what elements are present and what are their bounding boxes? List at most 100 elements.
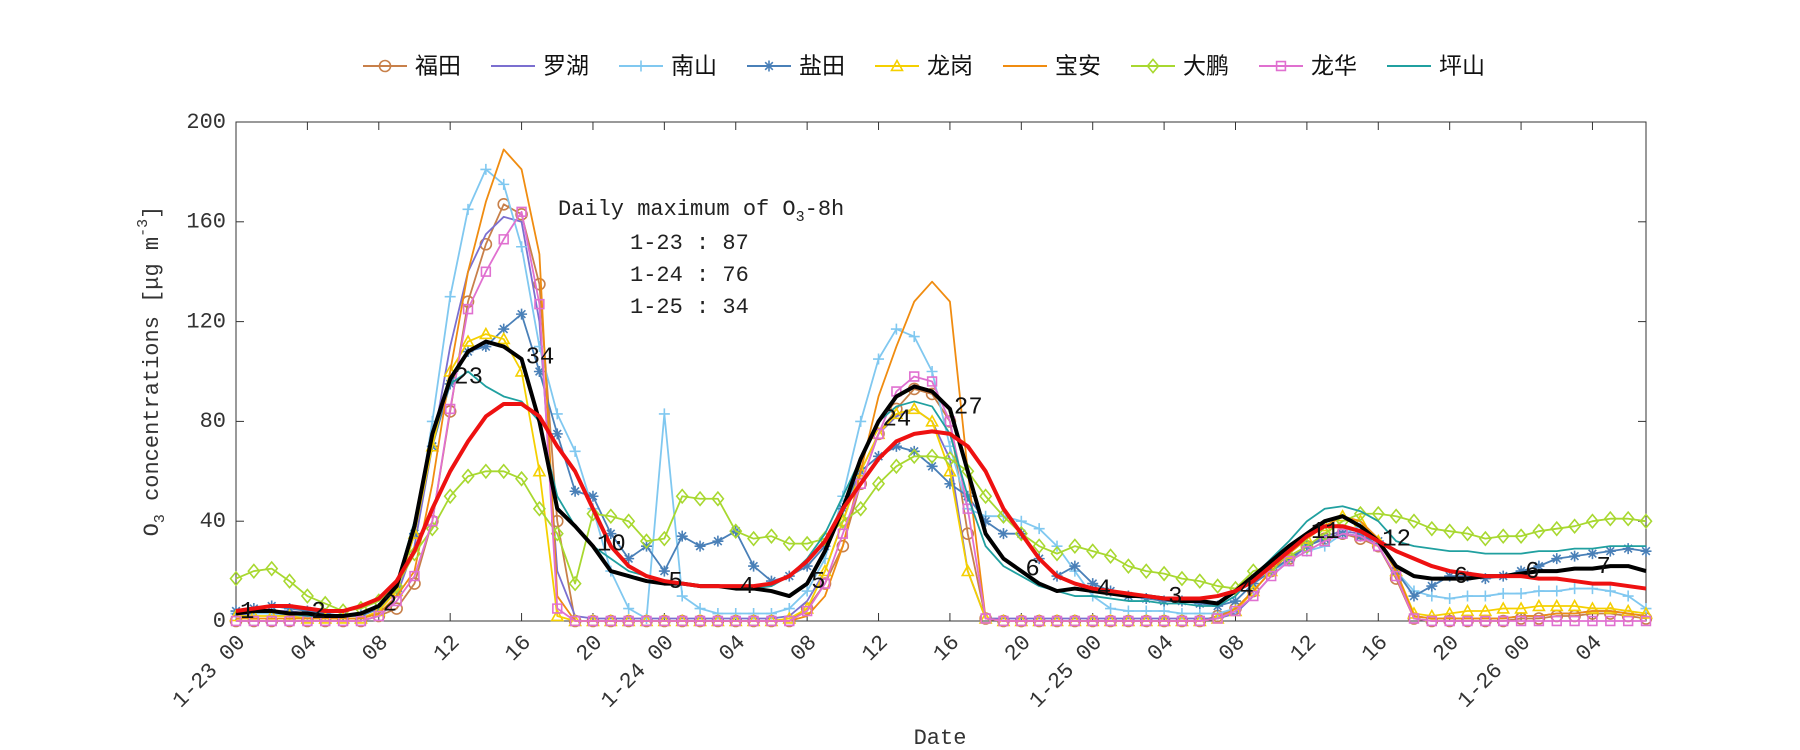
x-tick-label: 04	[714, 630, 750, 666]
data-point	[1551, 585, 1563, 597]
point-label: 4	[740, 574, 754, 601]
data-point	[784, 615, 795, 627]
data-point	[443, 405, 457, 418]
data-point	[462, 203, 474, 215]
data-point	[1157, 565, 1171, 582]
data-point	[515, 470, 529, 487]
data-point	[284, 603, 296, 615]
legend-marker	[890, 58, 904, 72]
data-point	[1621, 603, 1636, 617]
data-point	[1479, 573, 1491, 585]
data-point	[1353, 505, 1367, 522]
data-point	[300, 588, 314, 604]
data-point	[532, 464, 547, 477]
data-point	[926, 460, 938, 472]
x-tick-label: 08	[1214, 630, 1250, 666]
x-tick-label: 20	[572, 630, 608, 666]
data-point	[1123, 615, 1134, 627]
data-point	[1498, 615, 1509, 627]
data-point	[480, 341, 492, 353]
legend-label: 坪山	[1439, 54, 1485, 80]
data-point	[265, 560, 279, 577]
data-point	[658, 408, 670, 420]
data-point	[479, 463, 493, 480]
point-label: 34	[526, 344, 555, 371]
series-line	[236, 148, 1647, 622]
data-point	[639, 533, 654, 550]
data-point	[712, 535, 724, 547]
data-point	[533, 366, 545, 377]
data-point	[1515, 565, 1527, 577]
data-point	[551, 428, 563, 440]
data-point	[1639, 606, 1653, 619]
data-point	[1229, 595, 1241, 607]
point-label: 2	[383, 591, 397, 618]
data-point	[1121, 558, 1135, 574]
data-point	[659, 615, 670, 627]
data-point	[835, 514, 850, 527]
data-point	[1158, 615, 1170, 627]
point-label: 5	[668, 569, 682, 596]
point-label: 6	[1025, 556, 1039, 583]
data-point	[748, 560, 760, 572]
data-point	[587, 490, 599, 502]
data-point	[1479, 590, 1491, 602]
legend-marker	[763, 60, 775, 72]
x-tick-label: 20	[1428, 630, 1464, 666]
data-point	[641, 615, 652, 627]
data-point	[1480, 615, 1491, 627]
data-point	[498, 234, 509, 245]
data-point	[962, 503, 973, 514]
data-point	[1032, 538, 1046, 554]
data-point	[1408, 590, 1420, 602]
x-tick-label: 1-26 00	[1453, 630, 1536, 713]
data-point	[480, 266, 492, 277]
data-point	[266, 615, 277, 627]
point-label: 5	[811, 569, 825, 596]
data-point	[373, 610, 384, 622]
data-point	[587, 615, 599, 627]
data-point	[515, 208, 528, 221]
y-label-part: O	[140, 523, 165, 536]
data-point	[944, 478, 956, 490]
y-axis-label: O3 concentrations [μg m-3]	[135, 206, 169, 537]
data-point	[1639, 513, 1653, 530]
data-point	[1532, 598, 1546, 612]
x-tick-label: 12	[1286, 630, 1322, 666]
legend-label: 大鹏	[1183, 54, 1229, 80]
data-point	[551, 408, 563, 420]
point-label: 7	[1596, 554, 1610, 581]
legend-marker	[635, 60, 647, 72]
data-point	[1622, 543, 1634, 555]
data-point	[552, 603, 563, 614]
data-point	[747, 530, 761, 547]
data-point	[766, 615, 777, 627]
data-point	[1569, 615, 1580, 627]
data-point	[1462, 570, 1474, 582]
x-tick-label: 1-24 00	[596, 630, 679, 713]
point-label: 1	[240, 599, 254, 626]
data-point	[623, 603, 635, 615]
annotation-title: Daily maximum of O3-8h	[558, 197, 844, 226]
data-point	[355, 615, 367, 627]
data-point	[782, 611, 797, 624]
data-point	[1087, 578, 1099, 590]
data-point	[425, 520, 439, 537]
data-point	[1569, 583, 1581, 595]
y-tick-label: 80	[200, 409, 226, 434]
data-point	[1319, 535, 1330, 547]
data-point	[1568, 518, 1582, 535]
data-point	[1069, 560, 1081, 572]
data-point	[407, 545, 422, 562]
data-point	[443, 488, 457, 505]
data-point	[926, 376, 938, 387]
data-point	[925, 448, 939, 465]
data-point	[1248, 590, 1259, 602]
data-point	[873, 353, 885, 365]
legend-label: 福田	[415, 54, 461, 80]
data-point	[444, 291, 456, 303]
x-tick-label: 04	[1143, 630, 1179, 666]
data-point	[1069, 615, 1081, 627]
data-point	[909, 371, 920, 382]
